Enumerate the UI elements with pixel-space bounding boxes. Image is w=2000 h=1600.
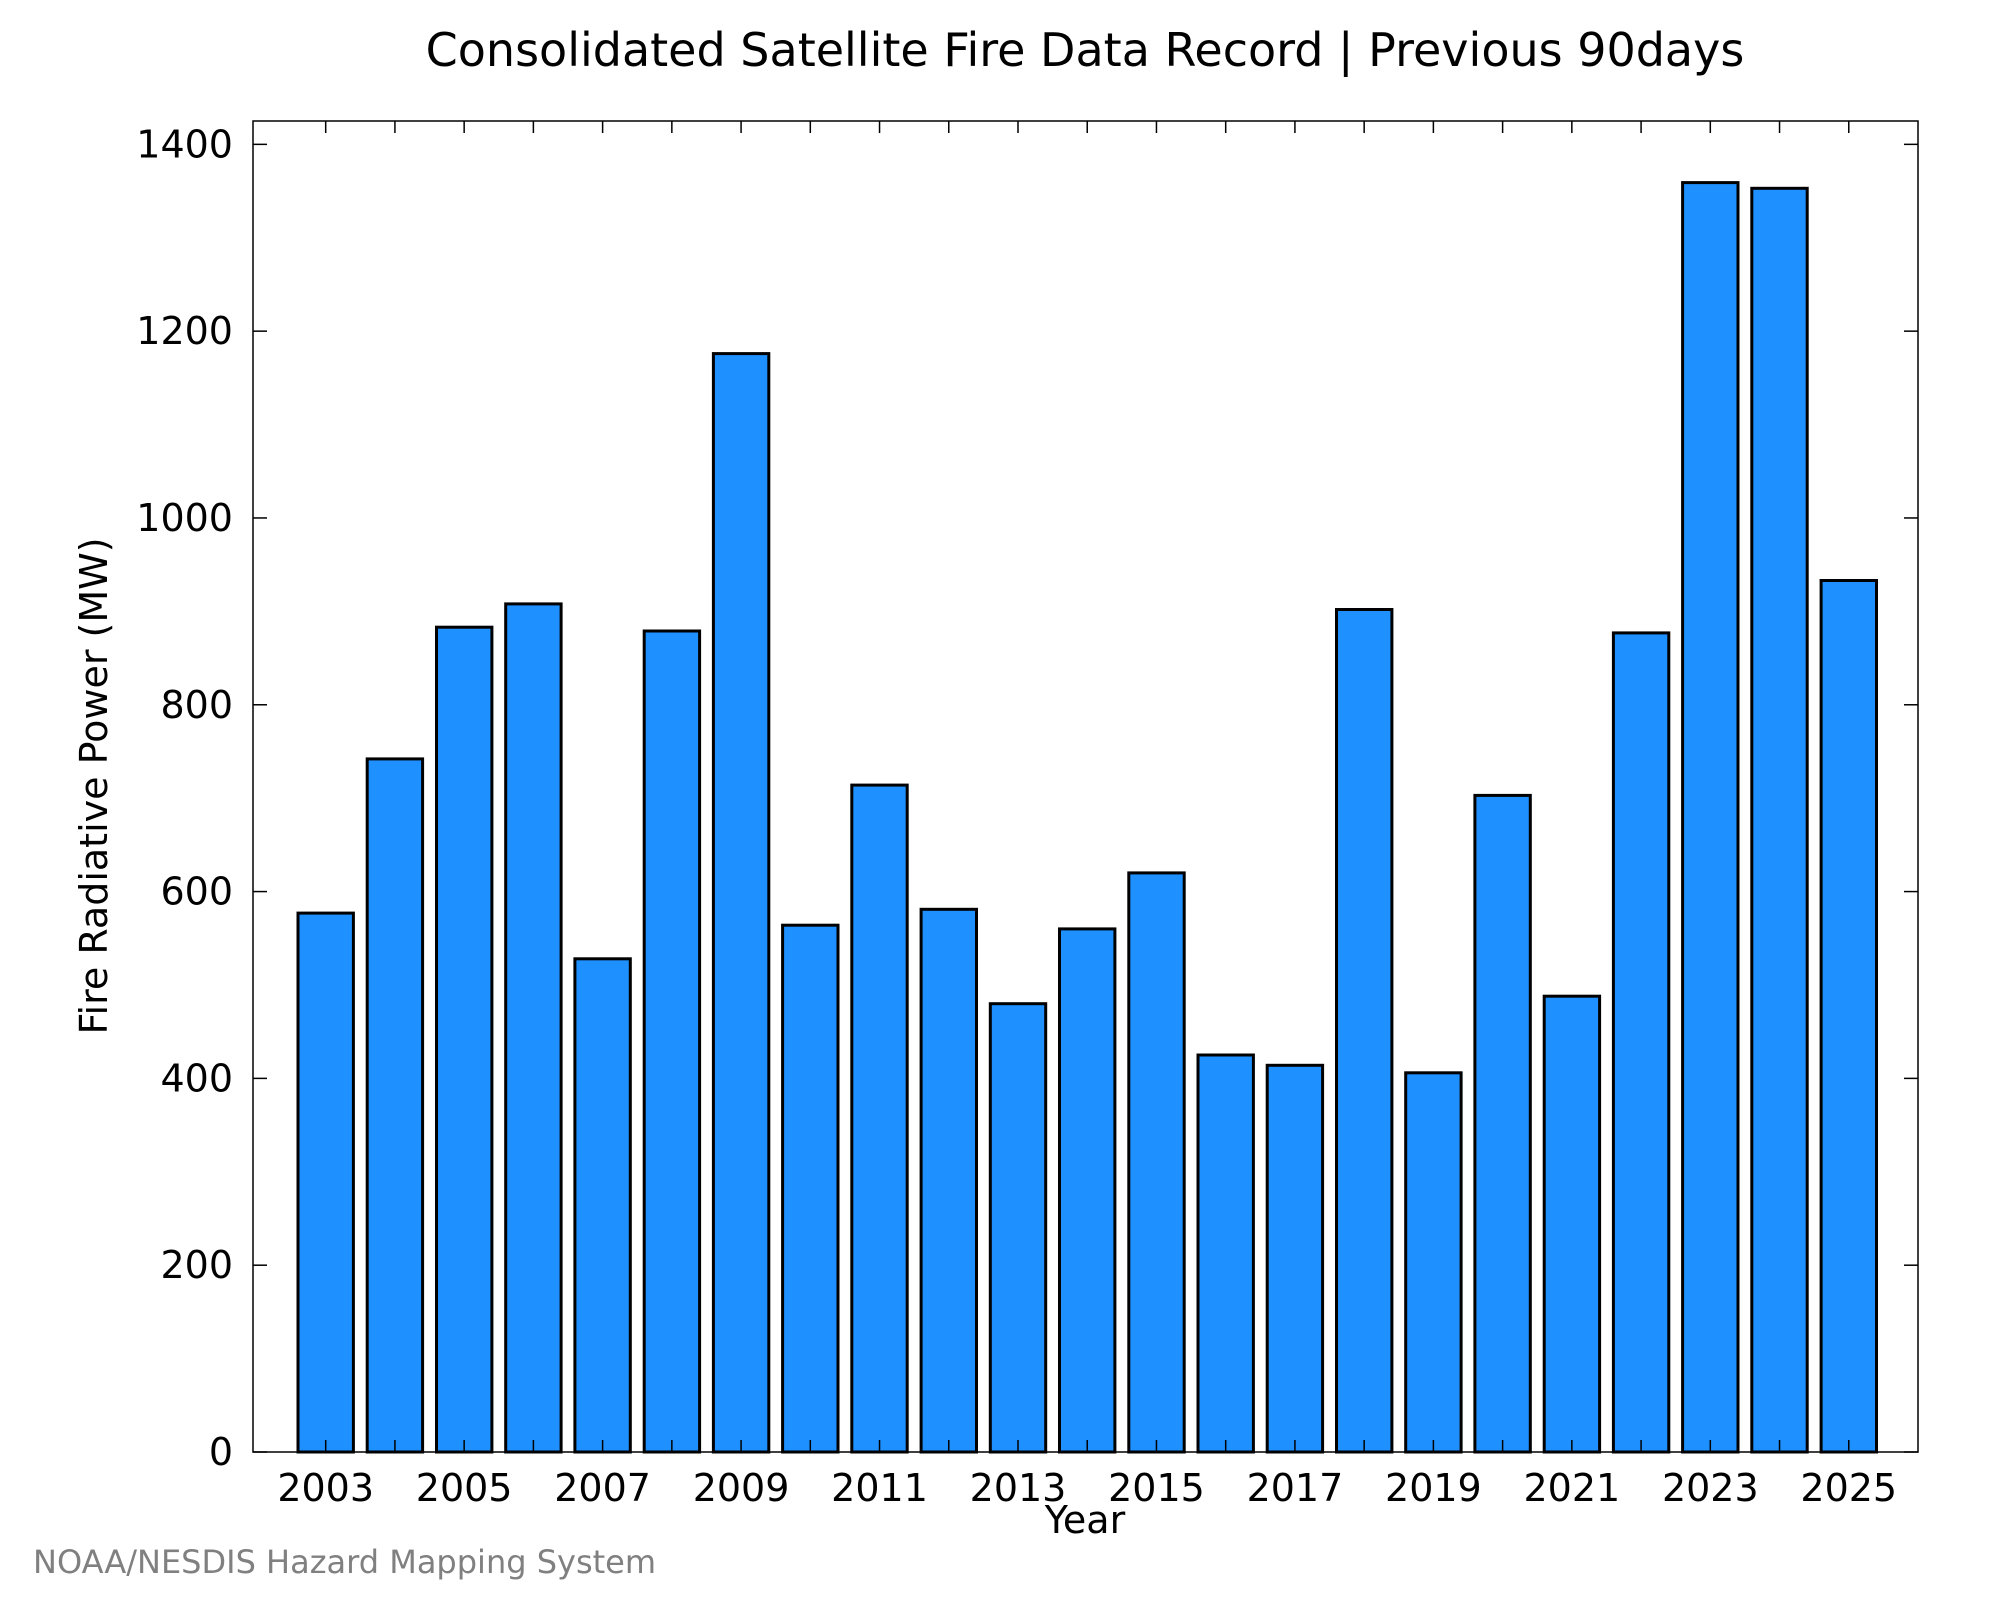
- bar-2009: [711, 352, 771, 1454]
- x-tick-label: 2015: [1108, 1466, 1205, 1510]
- y-tick-label: 800: [160, 683, 233, 727]
- x-axis: 2003 2005 2007 2009 2011 2013 2015 2017 2019 2021…: [277, 121, 1897, 1510]
- y-tick-label: 1400: [136, 122, 233, 166]
- y-tick-label: 600: [160, 870, 233, 914]
- x-tick-label: 2013: [970, 1466, 1067, 1510]
- bar-2005: [435, 625, 494, 1454]
- x-tick-label: 2007: [554, 1466, 651, 1510]
- y-axis-label: Fire Radiative Power (MW): [72, 537, 116, 1034]
- y-tick-label: 1000: [136, 496, 233, 540]
- x-tick-label: 2025: [1800, 1466, 1897, 1510]
- y-axis: 0 200 400 600 800 1000 1200 1400: [136, 122, 1918, 1474]
- bar-2012: [919, 907, 978, 1454]
- bar-2008: [642, 629, 702, 1454]
- bars-group: [296, 181, 1878, 1454]
- y-tick-label: 0: [209, 1430, 233, 1474]
- bar-2021: [1542, 994, 1602, 1454]
- x-tick-label: 2009: [693, 1466, 790, 1510]
- x-tick-label: 2021: [1523, 1466, 1620, 1510]
- x-tick-label: 2003: [277, 1466, 374, 1510]
- y-tick-label: 200: [160, 1243, 233, 1287]
- y-tick-label: 1200: [136, 309, 233, 353]
- x-tick-label: 2005: [416, 1466, 513, 1510]
- bar-2006: [504, 602, 563, 1454]
- bar-2020: [1473, 793, 1532, 1454]
- bar-2022: [1611, 631, 1671, 1454]
- bar-2003: [296, 911, 355, 1454]
- bar-2023: [1681, 181, 1740, 1454]
- bar-2018: [1335, 608, 1394, 1454]
- bar-2014: [1058, 927, 1117, 1454]
- bar-2016: [1196, 1053, 1255, 1454]
- x-tick-label: 2017: [1247, 1466, 1344, 1510]
- x-tick-label: 2011: [831, 1466, 928, 1510]
- chart-title: Consolidated Satellite Fire Data Record …: [426, 23, 1745, 78]
- credit-text: NOAA/NESDIS Hazard Mapping System: [33, 1543, 656, 1581]
- bar-2011: [850, 783, 909, 1454]
- bar-2024: [1750, 186, 1809, 1454]
- plot-frame: [252, 120, 1919, 1453]
- bar-2007: [573, 957, 632, 1454]
- x-axis-label: Year: [1044, 1498, 1126, 1542]
- bar-2013: [988, 1002, 1048, 1454]
- bar-2010: [781, 923, 840, 1454]
- y-tick-label: 400: [160, 1056, 233, 1100]
- bar-2017: [1265, 1063, 1325, 1454]
- x-tick-label: 2019: [1385, 1466, 1482, 1510]
- x-tick-label: 2023: [1662, 1466, 1759, 1510]
- bar-2015: [1127, 871, 1186, 1454]
- bar-2025: [1819, 579, 1878, 1454]
- bar-2019: [1404, 1071, 1463, 1454]
- bar-2004: [365, 757, 425, 1454]
